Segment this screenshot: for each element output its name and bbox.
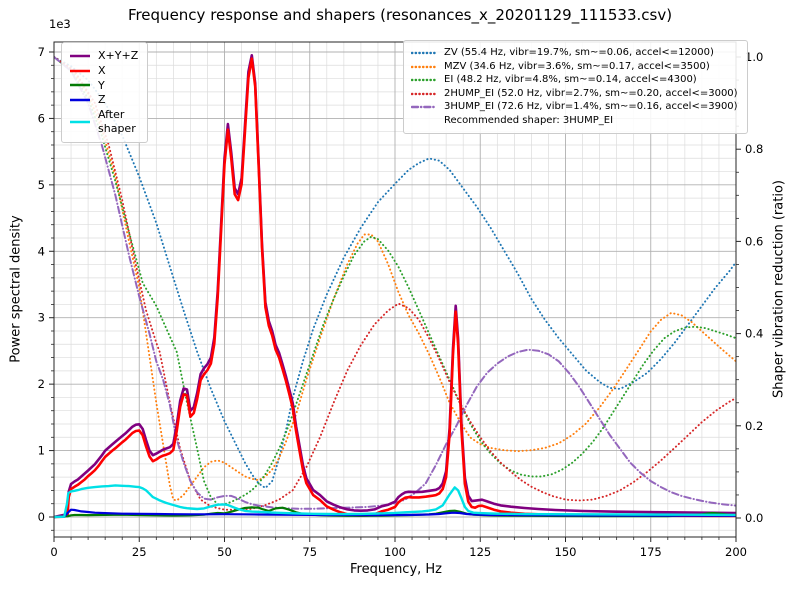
series-3hump-ei [54,56,736,510]
legend-item-3hump-ei: 3HUMP_EI (72.6 Hz, vibr=1.4%, sm~=0.16, … [411,101,738,114]
y-right-tick-label: 0.2 [745,419,763,433]
legend-recommended-shaper: Recommended shaper: 3HUMP_EI [411,115,738,128]
series-ei [54,56,736,506]
legend-line-sample [411,79,437,82]
legend-item-mzv-label: MZV (34.6 Hz, vibr=3.6%, sm~=0.17, accel… [444,60,710,72]
y-left-tick-label: 6 [38,111,45,125]
legend-item-after: After shaper [69,108,138,136]
legend-spectra: X+Y+Z X Y Z After shaper [61,42,149,143]
x-tick-label: 25 [132,545,147,559]
left-y-axis-label: Power spectral density [8,215,24,363]
series-zv [54,56,736,489]
y-left-tick-label: 7 [38,45,45,59]
y-right-tick-label: 0.6 [745,234,763,248]
legend-item-x: X [69,64,138,78]
y-left-tick-label: 5 [38,178,45,192]
y-left-tick-label: 3 [38,311,45,325]
series-z [54,508,736,519]
legend-line-sample [411,52,437,55]
chart-title: Frequency response and shapers (resonanc… [127,6,673,24]
legend-recommended-shaper-label: Recommended shaper: 3HUMP_EI [444,114,614,126]
y-right-tick-label: 1.0 [745,50,763,64]
legend-item-mzv: MZV (34.6 Hz, vibr=3.6%, sm~=0.17, accel… [411,61,738,74]
legend-line-sample [70,54,90,58]
legend-line-sample [70,84,90,87]
legend-item-ei: EI (48.2 Hz, vibr=4.8%, sm~=0.14, accel<… [411,74,738,87]
legend-item-3hump-ei-label: 3HUMP_EI (72.6 Hz, vibr=1.4%, sm~=0.16, … [444,101,738,112]
right-y-axis-label: Shaper vibration reduction (ratio) [771,180,787,398]
legend-shapers: ZV (55.4 Hz, vibr=19.7%, sm~=0.06, accel… [403,40,748,134]
y-left-tick-label: 2 [38,377,45,391]
legend-item-zv: ZV (55.4 Hz, vibr=19.7%, sm~=0.06, accel… [411,47,738,60]
legend-item-zv-label: ZV (55.4 Hz, vibr=19.7%, sm~=0.06, accel… [444,47,714,58]
x-tick-label: 200 [725,545,747,559]
legend-item-2hump-ei: 2HUMP_EI (52.0 Hz, vibr=2.7%, sm~=0.20, … [411,88,738,101]
legend-line-sample [411,106,437,109]
legend-line-sample [70,69,90,72]
legend-line-sample [70,120,90,123]
legend-item-x-label: X [98,63,106,77]
legend-line-sample [411,65,437,68]
x-tick-label: 175 [640,545,662,559]
legend-line-sample [70,98,90,102]
legend-item-z: Z [69,93,138,107]
y-axis-offset-text: 1e3 [49,17,71,31]
legend-item-x-y-z: X+Y+Z [69,49,138,63]
y-right-tick-label: 0.8 [745,142,763,156]
x-tick-label: 100 [384,545,406,559]
x-tick-label: 150 [555,545,577,559]
legend-item-ei-label: EI (48.2 Hz, vibr=4.8%, sm~=0.14, accel<… [444,74,697,85]
series-mzv [54,56,736,502]
legend-item-2hump-ei-label: 2HUMP_EI (52.0 Hz, vibr=2.7%, sm~=0.20, … [444,87,738,99]
legend-item-y: Y [69,79,138,93]
y-right-tick-label: 0.0 [745,511,763,525]
x-axis-label: Frequency, Hz [349,562,443,577]
legend-item-z-label: Z [98,93,106,107]
legend-item-x-y-z-label: X+Y+Z [98,49,139,62]
legend-item-y-label: Y [98,78,105,92]
y-left-tick-label: 0 [38,510,45,524]
y-right-tick-label: 0.4 [745,327,763,341]
series-after-shaper [54,484,736,519]
legend-item-after-label: After shaper [98,108,136,135]
y-left-tick-label: 4 [38,244,45,258]
y-left-tick-label: 1 [38,444,45,458]
x-tick-label: 0 [50,545,57,559]
series-x [54,57,736,519]
x-tick-label: 50 [217,545,232,559]
x-tick-label: 75 [302,545,317,559]
x-tick-label: 125 [469,545,491,559]
legend-line-sample [411,92,437,95]
